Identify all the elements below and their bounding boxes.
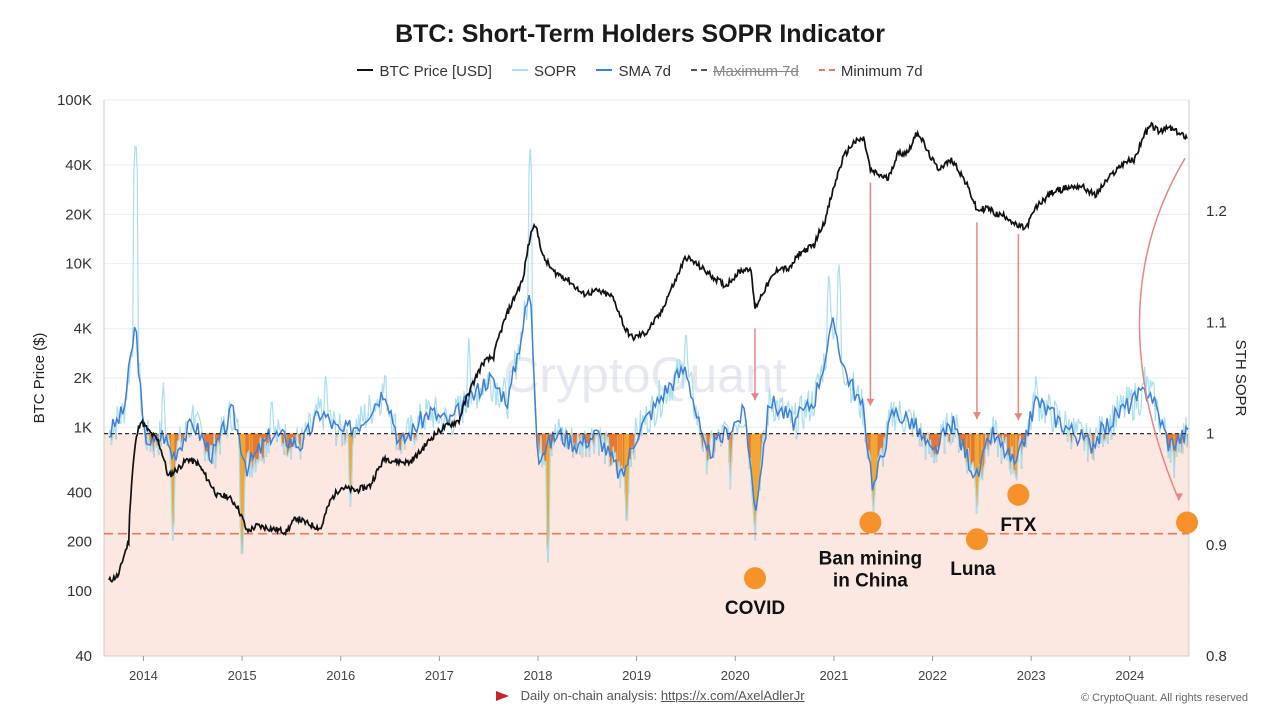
y-left-tick-label: 1K <box>74 419 92 436</box>
y-left-tick-label: 200 <box>67 534 92 551</box>
y-left-tick-label: 20K <box>65 206 92 223</box>
flag-icon <box>496 690 509 701</box>
annotation-arrowhead <box>751 393 759 401</box>
chart-title: BTC: Short-Term Holders SOPR Indicator <box>395 20 885 48</box>
y-left-tick-label: 2K <box>74 370 92 387</box>
below-one-zone <box>104 433 1189 656</box>
y-right-tick-label: 0.8 <box>1206 648 1227 665</box>
legend-label: BTC Price [USD] <box>379 62 492 80</box>
chart-legend: BTC Price [USD] SOPR SMA 7d Maximum 7d Minim… <box>0 62 1280 80</box>
legend-swatch <box>596 68 613 71</box>
x-tick-label: 2017 <box>425 668 454 683</box>
legend-item[interactable]: Maximum 7d <box>691 63 799 80</box>
annotation-arrowhead <box>972 412 981 420</box>
legend-swatch <box>818 68 835 71</box>
annotation-marker <box>744 567 766 590</box>
annotation-marker <box>965 528 988 551</box>
y-left-tick-label: 10K <box>65 256 92 273</box>
y-left-tick-label: 100K <box>57 92 92 109</box>
y-right-axis-label: STH SOPR <box>1232 340 1249 417</box>
x-tick-label: 2020 <box>721 668 750 683</box>
y-right-tick-label: 1.2 <box>1206 203 1227 220</box>
annotation-label: Ban mining in China <box>819 549 922 592</box>
btc-price-series <box>108 121 1188 583</box>
legend-item[interactable]: BTC Price [USD] <box>357 63 492 80</box>
annotation-marker <box>859 511 882 534</box>
y-right-tick-label: 1.1 <box>1206 314 1227 331</box>
annotation-arrowhead <box>1014 413 1023 421</box>
legend-label: SOPR <box>533 62 577 80</box>
annotation-arrowhead <box>1175 493 1184 501</box>
x-tick-label: 2023 <box>1017 668 1046 683</box>
watermark: CryptoQuant <box>503 347 787 403</box>
y-left-tick-label: 4K <box>74 321 92 338</box>
annotation-label: COVID <box>725 598 785 619</box>
legend-label: Maximum 7d <box>713 62 799 80</box>
footer-analysis-link[interactable]: Daily on-chain analysis: https://x.com/A… <box>496 688 805 703</box>
y-left-tick-label: 400 <box>67 484 92 501</box>
legend-swatch <box>691 68 707 71</box>
x-tick-label: 2019 <box>622 668 651 683</box>
x-tick-label: 2014 <box>129 668 158 683</box>
x-tick-label: 2018 <box>524 668 553 683</box>
y-left-axis-label: BTC Price ($) <box>31 333 48 424</box>
annotation-label: FTX <box>1000 515 1036 536</box>
annotation-label: Luna <box>950 559 996 580</box>
x-tick-label: 2016 <box>326 668 355 683</box>
footer-prefix: Daily on-chain analysis: <box>520 688 661 703</box>
sopr-series <box>108 146 1188 563</box>
y-left-tick-label: 100 <box>67 583 92 600</box>
copyright-text: © CryptoQuant. All rights reserved <box>1080 692 1248 704</box>
y-right-tick-label: 0.9 <box>1206 537 1227 554</box>
legend-swatch <box>357 68 374 71</box>
sma-7d-series <box>108 294 1189 511</box>
legend-label: Minimum 7d <box>840 62 923 80</box>
annotation-arrowhead <box>866 398 875 406</box>
legend-item[interactable]: Minimum 7d <box>818 62 923 80</box>
footer-url[interactable]: https://x.com/AxelAdlerJr <box>660 688 805 703</box>
annotation-marker <box>1007 483 1030 506</box>
x-tick-label: 2015 <box>228 668 257 683</box>
annotation-marker <box>1176 511 1199 534</box>
legend-item[interactable]: SMA 7d <box>596 63 671 80</box>
y-left-tick-label: 40K <box>65 157 92 174</box>
y-left-tick-label: 40 <box>75 648 92 665</box>
x-tick-label: 2021 <box>819 668 848 683</box>
x-tick-label: 2024 <box>1115 668 1144 683</box>
legend-swatch <box>511 68 528 71</box>
annotation-arrow <box>1138 157 1186 501</box>
y-right-tick-label: 1 <box>1206 426 1214 443</box>
legend-label: SMA 7d <box>618 62 671 80</box>
legend-item[interactable]: SOPR <box>511 62 577 80</box>
x-tick-label: 2022 <box>918 668 947 683</box>
